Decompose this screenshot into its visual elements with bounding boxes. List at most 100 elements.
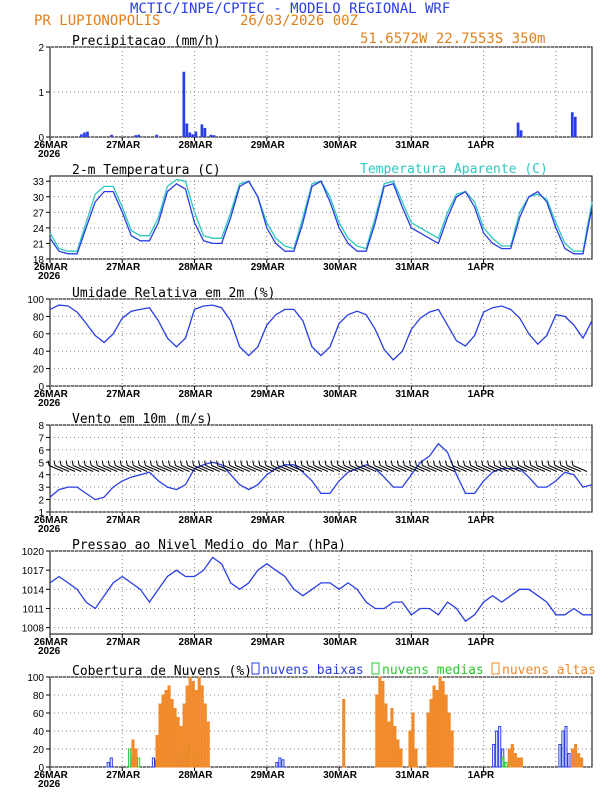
rh-xtick-label: 28MAR	[179, 389, 214, 400]
wind-arrow	[565, 460, 582, 472]
wind-arrow	[101, 460, 118, 472]
wind-arrow	[180, 460, 196, 472]
precip-bar	[209, 134, 213, 137]
rh-ytick-label: 40	[33, 347, 45, 358]
wind-arrow	[499, 460, 515, 472]
cloud-bar-nuvens-altas	[131, 739, 135, 768]
wind-arrow	[270, 460, 287, 472]
precip-title: Precipitacao (mm/h)	[72, 34, 221, 49]
temp-xtick-label: 27MAR	[106, 262, 141, 273]
cloud-bar-nuvens-altas	[197, 676, 201, 768]
temp-ytick-label: 18	[33, 255, 45, 266]
wind-arrow	[228, 460, 244, 472]
cloud-bar-nuvens-baixas	[498, 726, 502, 768]
wind-arrow	[402, 460, 419, 472]
cloud-xtick-label: 28MAR	[179, 770, 214, 781]
wind-ytick-label: 4	[38, 471, 44, 482]
wind-arrow	[451, 460, 467, 472]
cloud-legend-swatch	[491, 662, 500, 675]
wind-arrow	[414, 460, 431, 472]
rh-xtick-label: 26MAR	[34, 389, 69, 400]
cloud-bar-nuvens-altas	[513, 753, 517, 768]
wind-arrow	[204, 460, 220, 472]
pres-panel: 1008 1011 1014 1017 1020 26MAR 27MAR 28MAR 29MAR…	[22, 538, 593, 657]
wind-arrow	[408, 460, 425, 472]
cloud-legend-label: nuvens baixas	[262, 663, 364, 678]
temp-xtick-label: 29MAR	[251, 262, 286, 273]
pres-ytick-label: 1017	[22, 566, 45, 577]
cloud-bar-nuvens-baixas	[106, 762, 110, 768]
wind-ytick-label: 6	[38, 446, 44, 457]
temp-xtick-label: 1APR	[468, 262, 495, 273]
wind-ytick-label: 8	[38, 421, 44, 432]
wind-arrow	[306, 460, 323, 472]
cloud-bar-nuvens-altas	[396, 739, 400, 768]
precip-bar	[573, 116, 577, 137]
wind-arrow	[95, 460, 112, 472]
cloud-bar-nuvens-altas	[381, 681, 385, 768]
precip-bar	[203, 128, 207, 137]
temp-xtick-label: 28MAR	[179, 262, 214, 273]
cloud-bar-nuvens-medias	[128, 748, 132, 768]
wind-arrow	[119, 460, 136, 472]
wind-arrow	[511, 460, 527, 472]
wind-arrow	[324, 460, 341, 472]
wind-year-label: 2026	[38, 524, 61, 535]
precip-bar	[182, 71, 186, 137]
wind-title: Vento em 10m (m/s)	[72, 412, 213, 427]
wind-panel: 12 34 56 78 26MAR 27MAR 28MAR 29MAR 30MAR 31MAR 1A…	[34, 412, 593, 535]
rh-ytick-label: 80	[33, 312, 45, 323]
precip-bar	[86, 131, 89, 137]
cloud-bar-nuvens-altas	[170, 699, 174, 768]
precip-bar	[155, 134, 159, 137]
precip-bar	[191, 134, 195, 137]
wind-xtick-label: 30MAR	[323, 515, 358, 526]
header-title: MCTIC/INPE/CPTEC - MODELO REGIONAL WRF	[130, 1, 450, 17]
cloud-bar-nuvens-medias	[137, 757, 141, 768]
cloud-legend-label: nuvens altas	[502, 663, 596, 678]
cloud-bar-nuvens-altas	[450, 730, 454, 768]
wind-arrow	[186, 460, 202, 472]
wind-arrow	[173, 460, 190, 472]
cloud-bar-nuvens-baixas	[492, 744, 496, 768]
wind-arrow	[444, 460, 461, 472]
cloud-bar-nuvens-altas	[447, 712, 451, 768]
cloud-bar-nuvens-baixas	[278, 757, 282, 768]
cloud-bar-nuvens-altas	[510, 744, 514, 768]
cloud-bar-nuvens-altas	[393, 726, 397, 768]
wind-arrow	[131, 460, 148, 472]
cloud-bar-nuvens-altas	[390, 708, 394, 768]
pres-xtick-label: 1APR	[468, 637, 495, 648]
temp-frame	[49, 175, 593, 260]
cloud-bar-nuvens-baixas	[561, 730, 565, 768]
cloud-bar-nuvens-altas	[176, 717, 180, 768]
cloud-xtick-label: 30MAR	[323, 770, 358, 781]
wind-arrow	[342, 460, 359, 472]
cloud-xtick-label: 29MAR	[251, 770, 286, 781]
precip-bar	[134, 135, 138, 137]
cloud-legend-label: nuvens medias	[382, 663, 484, 678]
cloud-panel: 0 20 40 60 80 100 26MAR 27MAR 28MAR 29MAR 30MAR 31M…	[27, 662, 596, 790]
cloud-bar-nuvens-altas	[342, 699, 346, 768]
wind-arrow	[312, 460, 329, 472]
cloud-bar-nuvens-altas	[571, 748, 575, 768]
wind-arrow	[420, 460, 437, 472]
wind-arrow	[505, 460, 521, 472]
rh-title: Umidade Relativa em 2m (%)	[72, 286, 276, 301]
cloud-title: Cobertura de Nuvens (%)	[72, 664, 252, 679]
wind-xtick-label: 27MAR	[106, 515, 141, 526]
wind-arrow	[390, 460, 407, 472]
cloud-bar-nuvens-altas	[574, 744, 578, 768]
wind-arrow	[360, 460, 377, 472]
temp-panel: 18 21 24 27 30 33 26MAR 27MAR 28MAR 29MAR 30MAR 31M…	[33, 162, 593, 282]
wind-arrow	[246, 460, 262, 472]
cloud-bar-nuvens-altas	[173, 708, 177, 768]
pres-line-Pressao	[49, 556, 592, 623]
wind-ytick-label: 7	[38, 433, 44, 444]
wind-arrow	[216, 460, 232, 472]
precip-bar	[83, 132, 86, 137]
wind-xtick-label: 28MAR	[179, 515, 214, 526]
wind-ytick-label: 2	[38, 496, 44, 507]
precip-year-label: 2026	[38, 149, 61, 160]
cloud-bar-nuvens-altas	[438, 676, 442, 768]
